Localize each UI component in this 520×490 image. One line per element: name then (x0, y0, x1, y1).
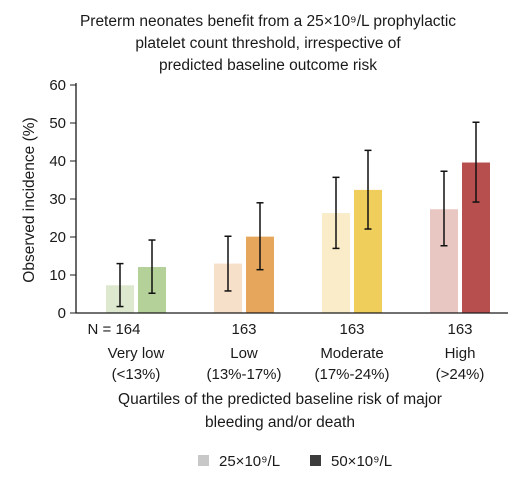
x-axis-category-labels: N = 164 Very low (<13%) 163 Low (13%-17%) 163 M… (88, 321, 485, 383)
chart-title-line-2: platelet count threshold, irrespective o… (135, 35, 401, 52)
error-bars (116, 121, 480, 308)
y-tick-label: 0 (58, 305, 66, 322)
y-tick-label: 50 (49, 115, 66, 132)
legend-label-2: 50×10⁹/L (331, 453, 392, 470)
category-range: (<13%) (112, 366, 161, 383)
category-name: Low (230, 345, 258, 362)
legend: 25×10⁹/L 50×10⁹/L (198, 453, 392, 470)
category-n-label: 163 (447, 321, 472, 338)
chart-title-line-3: predicted baseline outcome risk (159, 57, 377, 74)
category-range: (17%-24%) (314, 366, 389, 383)
category-range: (>24%) (436, 366, 485, 383)
category-name: Moderate (320, 345, 383, 362)
legend-swatch-1 (198, 455, 209, 466)
chart-title: Preterm neonates benefit from a 25×10⁹/L… (80, 13, 456, 74)
y-axis-ticks: 0 10 20 30 40 50 60 (49, 77, 76, 322)
x-axis-label: Quartiles of the predicted baseline risk… (118, 391, 442, 431)
y-axis-label: Observed incidence (%) (21, 117, 38, 282)
axes (75, 83, 508, 314)
bars (106, 162, 490, 313)
y-tick-label: 10 (49, 267, 66, 284)
category-range: (13%-17%) (206, 366, 281, 383)
y-tick-label: 40 (49, 153, 66, 170)
x-axis-label-line-2: bleeding and/or death (205, 414, 355, 431)
category-n-label: N = 164 (88, 321, 141, 338)
category-n-label: 163 (231, 321, 256, 338)
y-tick-label: 30 (49, 191, 66, 208)
category-n-label: 163 (339, 321, 364, 338)
category-name: High (445, 345, 476, 362)
chart-title-line-1: Preterm neonates benefit from a 25×10⁹/L… (80, 13, 456, 30)
category-name: Very low (108, 345, 165, 362)
y-tick-label: 60 (49, 77, 66, 94)
legend-label-1: 25×10⁹/L (219, 453, 280, 470)
legend-swatch-2 (310, 455, 321, 466)
y-tick-label: 20 (49, 229, 66, 246)
x-axis-label-line-1: Quartiles of the predicted baseline risk… (118, 391, 442, 408)
